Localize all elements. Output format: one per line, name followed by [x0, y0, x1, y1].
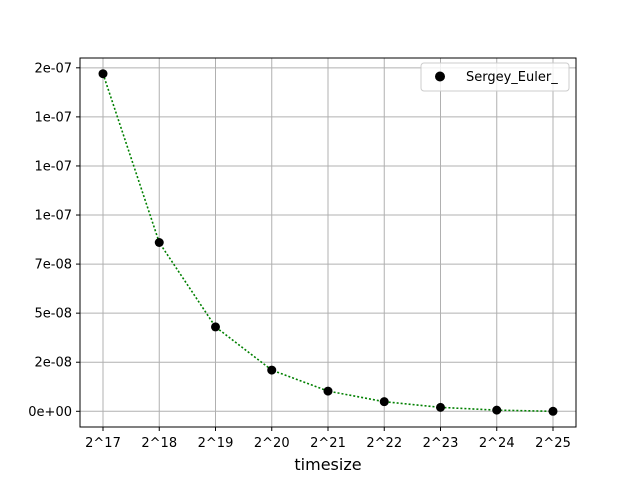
legend-label: Sergey_Euler_	[466, 70, 558, 85]
y-tick-label: 7e-08	[34, 258, 72, 273]
x-tick-label: 2^25	[535, 436, 571, 451]
series-points	[98, 69, 558, 416]
x-axis: 2^17 2^18 2^19 2^20 2^21 2^22 2^23 2^24 2^25	[85, 427, 571, 451]
data-point	[548, 406, 558, 416]
data-point	[154, 238, 164, 247]
legend-marker	[435, 71, 445, 82]
series-line	[102, 73, 554, 413]
x-tick-label: 2^18	[141, 436, 177, 451]
x-tick-label: 2^20	[254, 436, 290, 451]
x-tick-label: 2^23	[423, 436, 459, 451]
data-point	[436, 402, 445, 412]
data-point	[98, 69, 108, 79]
y-tick-label: 0e+00	[28, 405, 72, 420]
legend-box	[420, 62, 570, 92]
x-axis-label: timesize	[294, 455, 361, 474]
x-tick-label: 2^24	[479, 436, 515, 451]
y-tick-label: 2e-08	[34, 356, 72, 371]
x-tick-label: 2^17	[85, 436, 121, 451]
data-point	[379, 397, 389, 407]
y-tick-label: 1e-07	[34, 159, 72, 174]
x-tick-label: 2^22	[366, 436, 402, 451]
y-tick-label: 1e-07	[34, 110, 72, 125]
data-point	[323, 386, 333, 396]
y-tick-label: 5e-08	[34, 307, 72, 322]
data-point	[211, 322, 220, 332]
x-tick-label: 2^21	[310, 436, 346, 451]
data-point	[267, 365, 277, 375]
data-point	[492, 405, 502, 415]
series-lines	[102, 73, 554, 413]
y-axis: 0e+00 2e-08 5e-08 7e-08 1e-07 1e-07 1e-07 2e-07	[28, 61, 80, 420]
y-tick-label: 1e-07	[34, 209, 72, 224]
legend: Sergey_Euler_	[420, 62, 570, 92]
x-tick-label: 2^19	[198, 436, 234, 451]
y-tick-label: 2e-07	[34, 61, 72, 76]
